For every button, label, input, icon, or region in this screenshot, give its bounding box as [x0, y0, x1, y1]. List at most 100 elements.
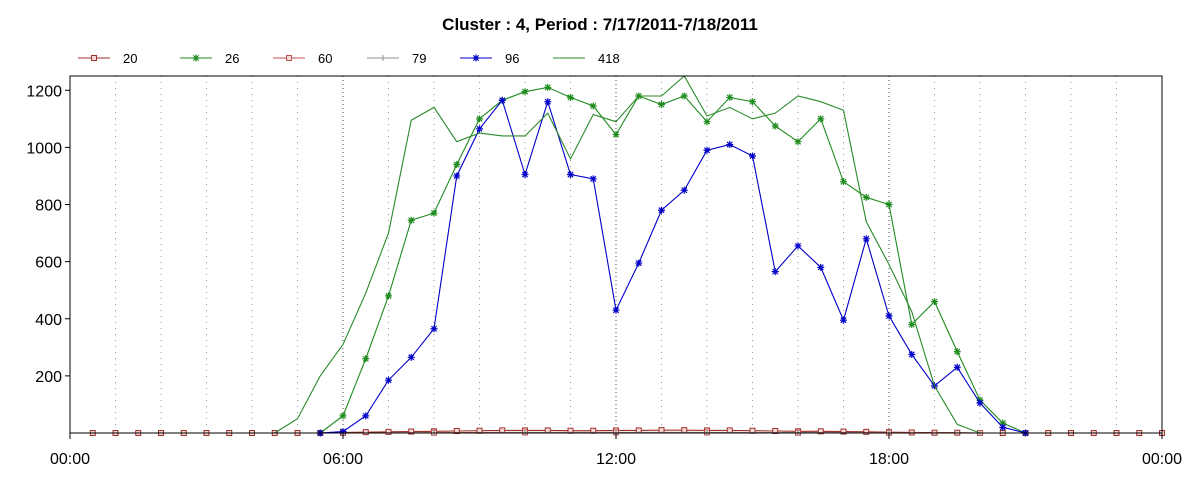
data-point — [817, 428, 824, 435]
data-point — [771, 268, 779, 276]
data-point — [726, 93, 734, 101]
legend-label: 418 — [598, 51, 620, 66]
series-26 — [316, 83, 1029, 437]
data-point — [999, 419, 1007, 427]
legend-marker — [380, 55, 386, 61]
series-group — [89, 75, 1165, 437]
data-point — [589, 102, 597, 110]
plot-frame — [69, 75, 1163, 434]
legend-label: 79 — [412, 51, 426, 66]
legend-marker — [286, 55, 292, 61]
x-tick-label: 06:00 — [323, 451, 363, 468]
data-point — [862, 235, 870, 243]
data-point — [840, 316, 847, 324]
data-point — [794, 242, 802, 250]
data-point — [567, 171, 574, 179]
data-point — [658, 101, 665, 109]
data-point — [817, 115, 825, 123]
data-point — [953, 348, 961, 356]
data-point — [362, 412, 370, 420]
y-tick-label: 200 — [35, 369, 62, 386]
data-point — [476, 115, 483, 123]
legend-label: 20 — [123, 51, 137, 66]
data-point — [612, 306, 620, 314]
data-point — [680, 186, 688, 194]
data-point — [362, 355, 370, 363]
data-point — [703, 118, 711, 126]
series-20 — [89, 427, 1165, 436]
data-point — [862, 193, 870, 201]
x-tick-label: 12:00 — [596, 451, 636, 468]
x-tick-label: 00:00 — [1142, 451, 1182, 468]
series-line-418 — [274, 75, 1026, 434]
data-point — [817, 263, 825, 271]
legend-label: 60 — [318, 51, 332, 66]
data-point — [999, 423, 1007, 431]
data-point — [453, 161, 461, 169]
data-point — [453, 428, 460, 435]
legend-item-26: 26 — [180, 51, 239, 66]
data-point — [953, 363, 961, 371]
data-point — [589, 175, 597, 183]
series-96 — [316, 96, 1029, 437]
data-point — [703, 146, 711, 154]
data-point — [840, 428, 847, 435]
data-point — [771, 122, 779, 130]
data-point — [476, 125, 483, 133]
data-point — [430, 209, 438, 217]
legend-label: 96 — [505, 51, 519, 66]
data-point — [385, 376, 392, 384]
series-line-26 — [319, 86, 1026, 434]
grid — [115, 76, 1117, 433]
data-point — [385, 292, 392, 300]
data-point — [976, 399, 984, 407]
y-tick-label: 600 — [35, 255, 62, 272]
legend-item-418: 418 — [553, 51, 620, 66]
data-point — [544, 83, 552, 91]
data-point — [407, 216, 415, 224]
y-axis: 200 400 600 800 1000 1200 — [26, 83, 70, 386]
data-point — [567, 93, 574, 101]
data-point — [544, 98, 552, 106]
data-point — [362, 429, 369, 436]
data-point — [931, 298, 938, 306]
data-point — [794, 138, 802, 146]
data-point — [749, 152, 756, 160]
data-point — [749, 98, 756, 106]
data-point — [908, 350, 916, 358]
data-point — [521, 88, 529, 96]
data-point — [772, 428, 779, 435]
data-point — [498, 96, 506, 104]
legend-item-20: 20 — [78, 51, 137, 66]
legend-item-96: 96 — [460, 51, 519, 66]
y-tick-label: 400 — [35, 312, 62, 329]
data-point — [408, 428, 415, 435]
x-axis: 00:00 06:00 12:00 18:00 00:00 — [50, 433, 1182, 468]
legend-item-60: 60 — [273, 51, 332, 66]
chart-title: Cluster : 4, Period : 7/17/2011-7/18/201… — [442, 15, 758, 34]
data-point — [658, 206, 665, 214]
data-point — [863, 428, 870, 435]
series-418 — [274, 75, 1026, 434]
data-point — [521, 171, 529, 179]
data-point — [407, 353, 415, 361]
data-point — [385, 428, 392, 435]
data-point — [339, 428, 347, 436]
legend-marker — [472, 54, 480, 62]
data-point — [339, 412, 347, 420]
data-point — [680, 92, 688, 100]
legend-item-79: 79 — [367, 51, 426, 66]
legend-marker — [192, 54, 200, 62]
legend: 20 26 60 79 96 418 — [78, 51, 620, 66]
legend-label: 26 — [225, 51, 239, 66]
data-point — [908, 320, 916, 328]
x-tick-label: 00:00 — [50, 451, 90, 468]
data-point — [453, 172, 461, 180]
data-point — [885, 312, 893, 320]
y-tick-label: 1200 — [26, 83, 62, 100]
data-point — [635, 259, 643, 267]
series-line-96 — [320, 99, 1026, 434]
data-point — [612, 131, 620, 139]
data-point — [885, 201, 893, 209]
